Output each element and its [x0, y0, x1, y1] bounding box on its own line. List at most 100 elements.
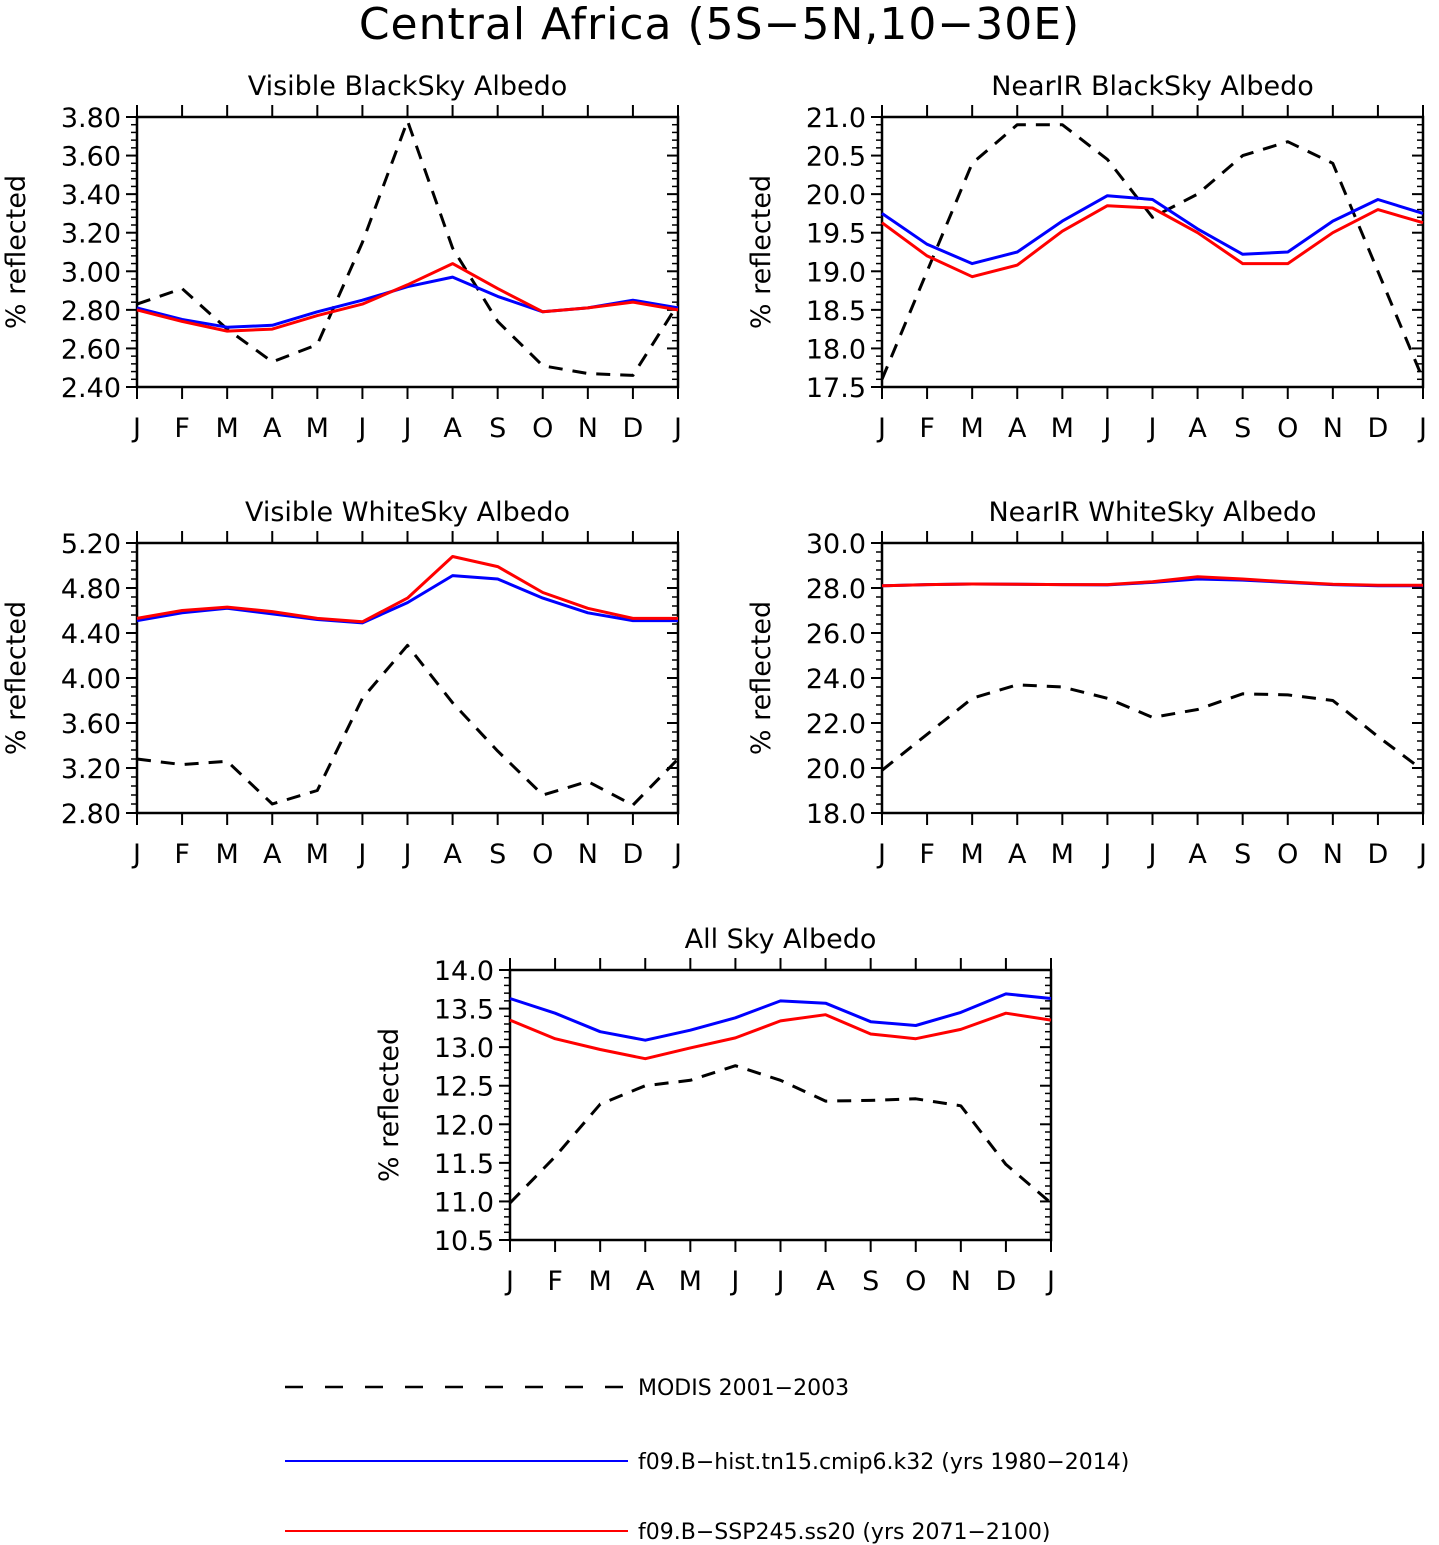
x-tick-label: M: [306, 839, 329, 870]
x-tick-label: M: [1051, 839, 1074, 870]
y-tick-label: 10.5: [434, 1226, 494, 1257]
y-axis-label: % reflected: [1, 601, 32, 755]
y-tick-label: 19.0: [806, 257, 866, 288]
x-tick-label: J: [131, 839, 141, 870]
x-tick-label: F: [174, 413, 190, 444]
panel-title: Visible BlackSky Albedo: [248, 71, 568, 102]
x-tick-label: J: [356, 839, 366, 870]
plot-frame: [135, 115, 680, 389]
chart-panel-1: Visible BlackSky Albedo % reflected 2.40 2.…: [1, 71, 682, 444]
legend-label-2: f09.B−hist.tn15.cmip6.k32 (yrs 1980−2014…: [638, 1450, 1129, 1475]
y-tick-label: 18.0: [806, 334, 866, 365]
y-tick-label: 11.0: [434, 1187, 494, 1218]
x-tick-label: N: [578, 413, 598, 444]
series-line-3: [509, 1011, 1052, 1061]
x-tick-label: J: [1147, 839, 1157, 870]
y-tick-label: 24.0: [806, 664, 866, 695]
y-tick-label: 30.0: [806, 529, 866, 560]
series-line-1: [881, 683, 1424, 772]
series-line-3: [881, 575, 1423, 588]
x-tick-label: D: [1368, 839, 1389, 870]
chart-panel-3: Visible WhiteSky Albedo % reflected 2.80 3.…: [1, 497, 682, 870]
y-tick-label: 26.0: [806, 619, 866, 650]
x-tick-label: A: [443, 839, 462, 870]
y-tick-label: 5.20: [61, 529, 121, 560]
series-line-1: [136, 643, 680, 807]
x-tick-label: J: [1045, 1266, 1055, 1297]
x-tick-label: J: [876, 413, 886, 444]
x-tick-label: F: [547, 1266, 563, 1297]
y-tick-label: 12.5: [434, 1072, 494, 1103]
y-axis-label: % reflected: [1, 175, 32, 329]
y-tick-label: 20.0: [806, 180, 866, 211]
x-tick-label: J: [1101, 839, 1111, 870]
y-tick-label: 4.80: [61, 574, 121, 605]
series-line-3: [136, 555, 678, 624]
y-tick-label: 22.0: [806, 709, 866, 740]
y-axis-label: % reflected: [746, 601, 777, 755]
x-tick-label: M: [961, 413, 984, 444]
x-tick-label: A: [1008, 839, 1027, 870]
plot-frame: [880, 115, 1425, 389]
x-tick-label: S: [1234, 413, 1251, 444]
y-tick-label: 3.40: [61, 180, 121, 211]
y-tick-label: 3.00: [61, 257, 121, 288]
x-tick-label: J: [402, 839, 412, 870]
y-tick-label: 2.80: [61, 296, 121, 327]
x-tick-label: D: [1368, 413, 1389, 444]
series-line-2: [509, 992, 1052, 1042]
x-tick-label: O: [1277, 839, 1298, 870]
x-tick-label: J: [672, 413, 682, 444]
chart-panel-2: NearIR BlackSky Albedo % reflected 17.5 18.…: [746, 71, 1427, 444]
x-tick-label: D: [623, 839, 644, 870]
series-line-1: [508, 1064, 1052, 1205]
series-line-2: [881, 194, 1424, 266]
x-tick-label: S: [1234, 839, 1251, 870]
chart-panel-4: NearIR WhiteSky Albedo % reflected 18.0 20.…: [746, 497, 1427, 870]
y-tick-label: 19.5: [806, 219, 866, 250]
x-tick-label: J: [1417, 413, 1427, 444]
y-tick-label: 21.0: [806, 103, 866, 134]
y-tick-label: 2.60: [61, 334, 121, 365]
y-tick-label: 4.40: [61, 619, 121, 650]
chart-panel-5: All Sky Albedo % reflected 10.5 11.0 11.5 12.…: [374, 924, 1055, 1297]
x-tick-label: J: [672, 839, 682, 870]
x-tick-label: S: [862, 1266, 879, 1297]
x-tick-label: A: [816, 1266, 835, 1297]
x-tick-label: J: [876, 839, 886, 870]
plot-frame: [508, 968, 1053, 1242]
y-tick-label: 13.5: [434, 995, 494, 1026]
x-tick-label: O: [905, 1266, 926, 1297]
series-line-1: [136, 119, 680, 377]
plot-frame: [135, 541, 680, 815]
x-tick-label: N: [578, 839, 598, 870]
y-tick-label: 3.80: [61, 103, 121, 134]
y-tick-label: 14.0: [434, 956, 494, 987]
x-tick-label: M: [306, 413, 329, 444]
x-tick-label: N: [1323, 413, 1343, 444]
y-tick-label: 4.00: [61, 664, 121, 695]
y-tick-label: 28.0: [806, 574, 866, 605]
y-tick-label: 3.20: [61, 754, 121, 785]
x-tick-label: O: [532, 839, 553, 870]
x-tick-label: J: [402, 413, 412, 444]
x-tick-label: S: [489, 413, 506, 444]
x-tick-label: A: [636, 1266, 655, 1297]
x-tick-label: A: [1188, 413, 1207, 444]
y-axis-label: % reflected: [374, 1028, 405, 1182]
series-line-1: [880, 123, 1425, 380]
legend: MODIS 2001−2003 f09.B−hist.tn15.cmip6.k32…: [285, 1376, 1129, 1545]
x-tick-label: S: [489, 839, 506, 870]
y-tick-label: 13.0: [434, 1033, 494, 1064]
panel-title: All Sky Albedo: [685, 924, 877, 955]
x-tick-label: M: [1051, 413, 1074, 444]
y-tick-label: 3.60: [61, 709, 121, 740]
x-tick-label: J: [1147, 413, 1157, 444]
x-tick-label: J: [504, 1266, 514, 1297]
y-tick-label: 18.5: [806, 296, 866, 327]
series-line-3: [881, 204, 1424, 279]
y-tick-label: 12.0: [434, 1110, 494, 1141]
x-tick-label: J: [131, 413, 141, 444]
x-tick-label: O: [1277, 413, 1298, 444]
y-tick-label: 3.60: [61, 142, 121, 173]
